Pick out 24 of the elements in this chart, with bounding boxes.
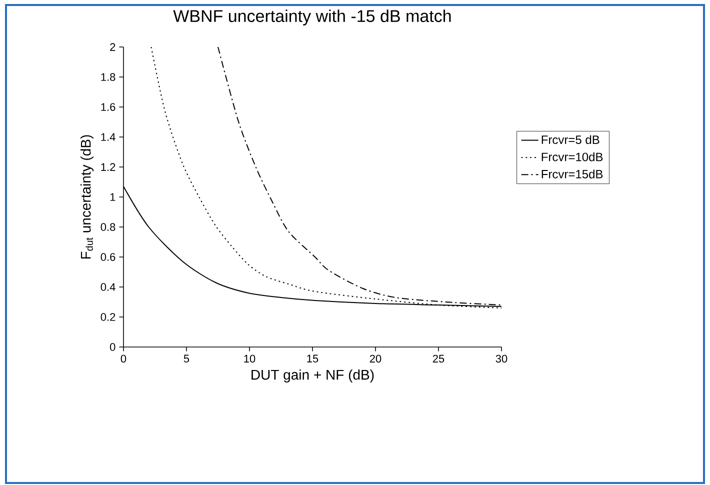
- chart-title: WBNF uncertainty with -15 dB match: [173, 10, 451, 26]
- x-tick-label: 0: [120, 354, 126, 363]
- x-tick-label: 25: [432, 354, 444, 363]
- x-tick-label: 15: [307, 354, 318, 362]
- x-tick-label: 5: [184, 354, 190, 362]
- y-axis-title: F$_{dut}$ uncertainty (dB): [80, 135, 94, 259]
- y-tick-label: 1.8: [101, 73, 116, 81]
- legend-label: Frcvr=10dB: [542, 152, 603, 162]
- x-tick-label: 10: [244, 354, 256, 363]
- y-tick-label: 2: [110, 43, 116, 51]
- x-tick-label: 30: [496, 354, 508, 363]
- y-tick-label: 0.4: [100, 283, 116, 291]
- legend-label: Frcvr=15dB: [542, 170, 603, 178]
- y-tick-label: 1.4: [101, 133, 116, 141]
- y-tick-label: 1: [110, 193, 116, 201]
- y-tick-label: 0: [110, 343, 116, 351]
- y-tick-label: 1.2: [101, 163, 116, 171]
- y-tick-label: 0.8: [100, 223, 116, 231]
- y-tick-label: 1.6: [101, 103, 116, 111]
- legend-label: Frcvr=5 dB: [542, 135, 600, 144]
- y-tick-label: 0.6: [100, 253, 116, 261]
- y-tick-label: 0.2: [100, 313, 116, 321]
- x-tick-label: 20: [370, 354, 382, 363]
- x-axis-title: DUT gain + NF (dB): [252, 369, 374, 382]
